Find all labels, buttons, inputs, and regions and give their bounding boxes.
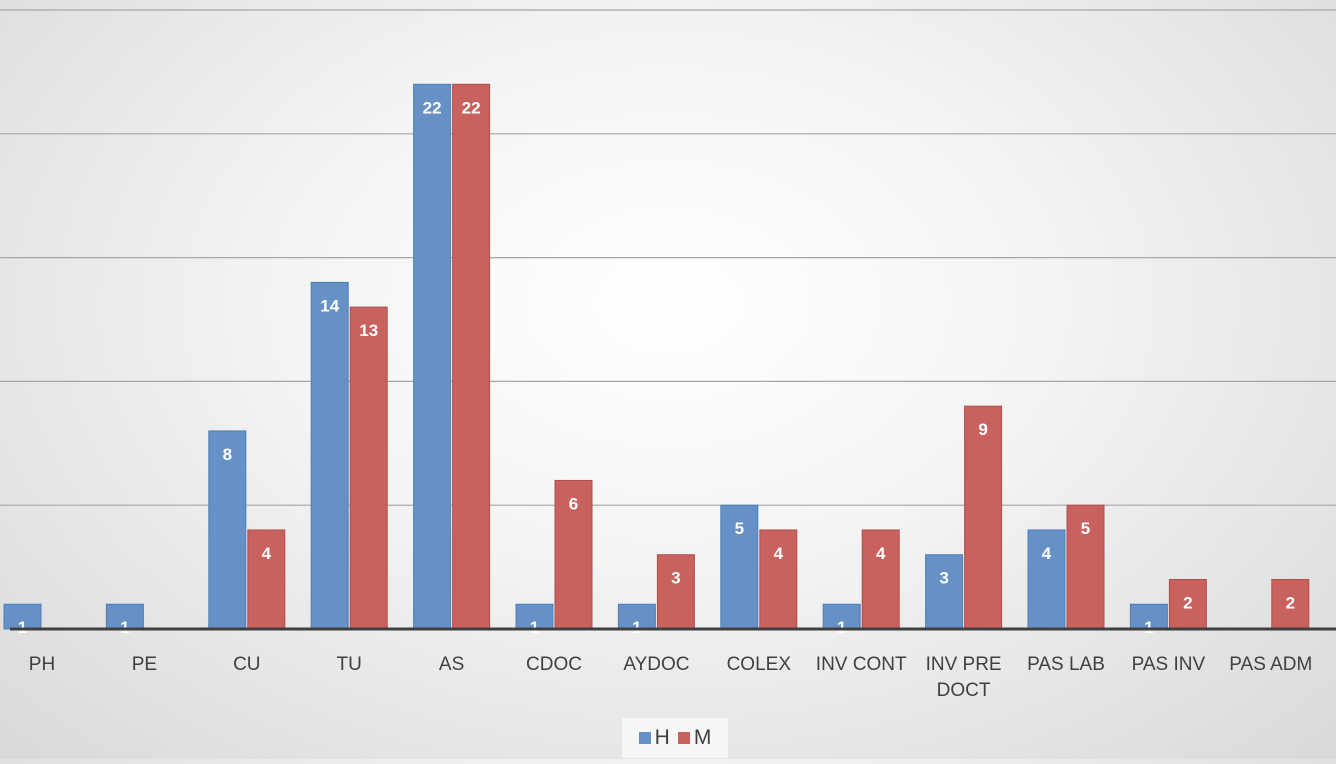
data-label: 2 <box>1286 593 1295 612</box>
gridlines <box>0 9 1336 506</box>
bars <box>3 83 1310 630</box>
bar-m <box>964 405 1003 630</box>
legend-label-m: M <box>693 726 712 749</box>
x-tick-label: PH <box>29 654 55 675</box>
data-label: 22 <box>462 98 481 117</box>
x-tick-label: PAS LAB <box>1027 654 1105 675</box>
data-label: 9 <box>978 420 987 439</box>
data-label: 5 <box>1081 519 1090 538</box>
x-tick-label: TU <box>337 654 362 675</box>
data-label: 2 <box>1183 593 1192 612</box>
bar-h <box>720 504 759 630</box>
data-label: 8 <box>223 445 232 464</box>
bar-h <box>413 83 452 630</box>
legend-swatch-h <box>638 732 651 744</box>
legend-item-h: H <box>638 726 670 750</box>
x-tick-label: INV PRE <box>926 654 1002 675</box>
bar-h <box>515 603 554 630</box>
data-label: 4 <box>262 544 272 563</box>
bar-m <box>1168 578 1207 630</box>
legend: H M <box>622 718 728 758</box>
x-tick-label: COLEX <box>727 654 792 675</box>
x-tick-label: PE <box>132 654 157 675</box>
x-tick-label: DOCT <box>937 680 991 701</box>
x-tick-label: AYDOC <box>623 654 689 675</box>
x-tick-label: PAS INV <box>1132 654 1206 675</box>
bar-h <box>3 603 42 630</box>
bar-h <box>925 554 964 630</box>
bar-m <box>349 306 388 630</box>
bar-m <box>1271 578 1310 630</box>
bar-h <box>1129 603 1168 630</box>
bar-m <box>759 529 798 630</box>
bar-h <box>617 603 656 630</box>
x-tick-label: CDOC <box>526 654 582 675</box>
data-label: 6 <box>569 494 578 513</box>
data-label: 14 <box>320 296 339 315</box>
bar-h <box>310 281 349 630</box>
data-label: 3 <box>939 569 948 588</box>
legend-item-m: M <box>677 726 712 750</box>
bar-m <box>452 83 491 630</box>
bar-h <box>1027 529 1066 630</box>
bar-m <box>656 554 695 630</box>
data-label: 4 <box>1042 544 1052 563</box>
data-label: 13 <box>359 321 378 340</box>
bar-m <box>861 529 900 630</box>
bar-m <box>554 479 593 630</box>
data-label: 4 <box>774 544 784 563</box>
bar-m <box>247 529 286 630</box>
data-label: 22 <box>423 98 442 117</box>
bar-h <box>208 430 247 630</box>
x-axis: PH PE CU TU AS CDOC AYDOC COLEX INV CONT INV PRE D… <box>10 627 1336 701</box>
legend-label-h: H <box>654 726 670 749</box>
bar-h <box>822 603 861 630</box>
bar-m <box>1066 504 1105 630</box>
data-label: 4 <box>876 544 886 563</box>
legend-swatch-m <box>677 732 690 744</box>
x-tick-label: INV CONT <box>816 654 907 675</box>
x-tick-label: PAS ADM <box>1229 654 1312 675</box>
x-tick-label: AS <box>439 654 464 675</box>
x-tick-label: CU <box>233 654 260 675</box>
data-label: 3 <box>671 569 680 588</box>
data-label: 5 <box>735 519 744 538</box>
